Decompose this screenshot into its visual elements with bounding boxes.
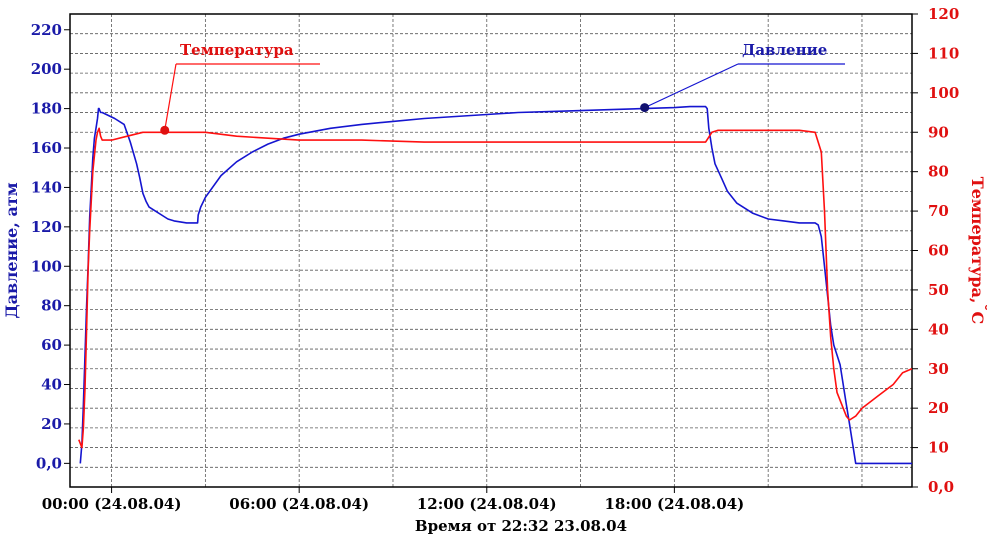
- series-line-pressure: [79, 105, 912, 465]
- left-tick-label: 100: [31, 257, 62, 275]
- annotation-label-temperature: Температура: [180, 41, 294, 59]
- left-tick-label: 140: [31, 178, 62, 196]
- right-tick-label: 60: [928, 242, 949, 260]
- right-tick-label: 90: [928, 123, 949, 141]
- right-tick-label: 30: [928, 360, 949, 378]
- left-tick-label: 40: [41, 376, 62, 394]
- y-axis-right-label: Температура,°С: [968, 177, 987, 324]
- left-tick-label: 0,0: [36, 454, 62, 472]
- left-tick-label: 60: [41, 336, 62, 354]
- right-axis-ticks: 0,0 10 20 30 40 50 60 70 80 90 100 110 120: [912, 5, 959, 496]
- x-tick-label: 12:00 (24.08.04): [417, 495, 557, 513]
- right-tick-label: 120: [928, 5, 959, 23]
- x-axis-label: Время от 22:32 23.08.04: [415, 517, 627, 535]
- annotation-leader-line: [164, 63, 177, 131]
- series-line-temperature: [78, 127, 913, 449]
- annotation-label-pressure: Давление: [742, 41, 827, 59]
- right-tick-label: 0,0: [928, 478, 954, 496]
- left-tick-label: 80: [41, 297, 62, 315]
- right-tick-label: 70: [928, 202, 949, 220]
- left-tick-label: 180: [31, 100, 62, 118]
- left-tick-label: 120: [31, 218, 62, 236]
- left-tick-label: 20: [41, 415, 62, 433]
- right-tick-label: 80: [928, 163, 949, 181]
- annotations: Температура Давление: [160, 41, 845, 135]
- grid: [70, 14, 912, 487]
- left-axis-ticks: 0,0 20 40 60 80 100 120 140 160 180 200 220: [31, 21, 70, 472]
- right-tick-label: 20: [928, 399, 949, 417]
- left-tick-label: 200: [31, 60, 62, 78]
- y-axis-right-label-main: Температура,: [968, 177, 987, 304]
- x-tick-label: 06:00 (24.08.04): [229, 495, 369, 513]
- annotation-marker: [640, 103, 650, 113]
- x-tick-label: 18:00 (24.08.04): [604, 495, 744, 513]
- x-axis-ticks: 00:00 (24.08.04) 06:00 (24.08.04) 12:00 (2…: [42, 487, 744, 513]
- left-tick-label: 220: [31, 21, 62, 39]
- left-tick-label: 160: [31, 139, 62, 157]
- right-tick-label: 40: [928, 320, 949, 338]
- right-tick-label: 100: [928, 84, 959, 102]
- right-tick-label: 10: [928, 439, 949, 457]
- y-axis-right-label-degree: °: [974, 303, 987, 311]
- y-axis-left-label: Давление, атм: [2, 182, 21, 318]
- x-tick-label: 00:00 (24.08.04): [42, 495, 182, 513]
- annotation-marker: [160, 125, 170, 135]
- y-axis-right-label-unit: С: [968, 311, 987, 324]
- annotation-leader-line: [644, 63, 739, 109]
- right-tick-label: 110: [928, 44, 959, 62]
- right-tick-label: 50: [928, 281, 949, 299]
- series: [78, 105, 913, 465]
